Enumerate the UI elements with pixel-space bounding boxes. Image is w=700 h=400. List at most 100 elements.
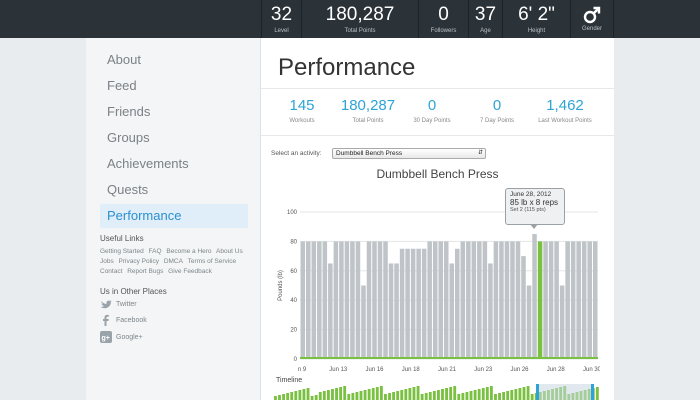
height-label: Height [527,28,546,34]
google-plus-label: Google+ [116,334,143,341]
thirty-day-points-stat: 0 30 Day Points [406,97,458,124]
chart-bar [416,248,421,359]
total-points-label: Total Points [344,28,376,34]
sidebar-item-friends[interactable]: Friends [107,104,151,119]
timeline-navigator[interactable] [274,384,600,400]
chart-bar [361,285,366,359]
activity-select[interactable]: Dumbbell Bench Press ⇵ [332,148,486,159]
total-points-summary: 180,287 Total Points [334,97,402,124]
link-jobs[interactable]: Jobs [100,258,114,265]
sidebar-item-groups[interactable]: Groups [107,130,150,145]
sidebar: About Feed Friends Groups Achievements Q… [86,38,261,400]
sidebar-item-about[interactable]: About [107,52,141,67]
select-arrows-icon: ⇵ [477,150,483,156]
total-points-summary-label: Total Points [352,118,384,124]
level-label: Level [274,28,289,34]
followers-label: Followers [430,28,457,34]
timeline-bar [489,386,493,400]
link-about-us[interactable]: About Us [216,248,243,255]
timeline-bar [302,389,306,400]
chart-bar [576,241,581,359]
height-stat: 6' 2" Height [502,0,570,38]
chart-bar [548,241,554,359]
facebook-link[interactable]: Facebook [100,314,250,328]
timeline-bar [457,394,461,400]
seven-day-points-label: 7 Day Points [479,118,515,124]
timeline-bar [453,386,457,400]
y-tick-label: 20 [290,328,297,334]
link-become-a-hero[interactable]: Become a Hero [166,248,212,255]
sidebar-item-performance[interactable]: Performance [100,204,248,228]
sidebar-item-feed[interactable]: Feed [107,78,137,93]
chart-baseline [300,357,598,359]
timeline-bar [481,388,485,400]
chart-bar [438,241,443,359]
chart-title: Dumbbell Bench Press [376,167,499,181]
link-contact[interactable]: Contact [100,268,123,275]
timeline-bar [331,389,334,400]
timeline-bar [428,392,432,400]
timeline-bar [485,387,489,400]
sidebar-nav: About Feed Friends Groups Achievements Q… [100,48,248,230]
timeline-label: Timeline [276,377,303,384]
twitter-label: Twitter [116,301,137,308]
timeline-bar [298,390,302,400]
timeline-bar [355,392,359,400]
timeline-bar [282,394,286,400]
google-plus-link[interactable]: g+ Google+ [100,331,250,345]
sidebar-item-quests[interactable]: Quests [107,182,149,197]
timeline-bar [363,390,367,400]
workouts-stat: 145 Workouts [280,97,324,124]
other-places-heading: Us in Other Places [100,287,167,296]
link-faq[interactable]: FAQ [148,248,162,255]
link-dmca[interactable]: DMCA [163,258,183,265]
performance-bar-chart: 0 20 40 60 80 100 Pounds (lb) n 9 Jun 13 Jun 16 Ju… [278,210,600,373]
link-terms-of-service[interactable]: Terms of Service [187,258,237,265]
sidebar-item-achievements[interactable]: Achievements [107,156,189,171]
timeline-bar [445,388,449,400]
chart-bar [460,241,466,359]
link-getting-started[interactable]: Getting Started [100,248,144,255]
x-tick-label: Jun 21 [438,367,457,373]
link-report-bugs[interactable]: Report Bugs [127,268,164,275]
link-privacy-policy[interactable]: Privacy Policy [118,258,160,265]
chart-bar [521,256,526,359]
timeline-bar [408,388,412,400]
timeline-bar [396,391,400,400]
chart-bar [510,241,515,359]
timeline-bar [294,391,298,400]
timeline-handle-left [536,384,539,400]
timeline-bar [343,386,347,400]
chart-bar [311,241,317,359]
chart-bar [339,241,344,359]
chart-bar [377,241,383,359]
followers-stat[interactable]: 0 Followers [418,0,468,38]
activity-select-label: Select an activity: [271,150,322,157]
chart-bar [565,241,570,359]
link-give-feedback[interactable]: Give Feedback [168,268,212,275]
twitter-link[interactable]: Twitter [100,298,250,312]
chart-bar [581,241,587,359]
timeline-bar [518,388,522,400]
y-tick-label: 0 [294,357,298,363]
timeline-bar [432,391,436,400]
timeline-bar [335,388,338,400]
timeline-bar [502,392,506,400]
last-workout-points-label: Last Workout Points [538,118,592,124]
chart-bar [300,241,306,359]
chart-tooltip: June 28, 2012 85 lb x 8 reps Set 2 (115 … [505,188,565,225]
y-tick-label: 100 [287,210,298,216]
timeline-bar [441,389,444,400]
timeline-selection [536,384,594,400]
timeline-bar [404,389,408,400]
timeline-bar [274,396,277,400]
timeline-bar [473,390,477,400]
chart-bar [322,241,328,359]
chart-bar [355,241,361,359]
total-points-summary-value: 180,287 [340,97,396,114]
timeline-bar [310,396,314,400]
timeline-bar [522,387,526,400]
chart-bar [372,241,377,359]
last-workout-points-stat: 1,462 Last Workout Points [530,97,600,124]
chart-bar [532,234,537,359]
